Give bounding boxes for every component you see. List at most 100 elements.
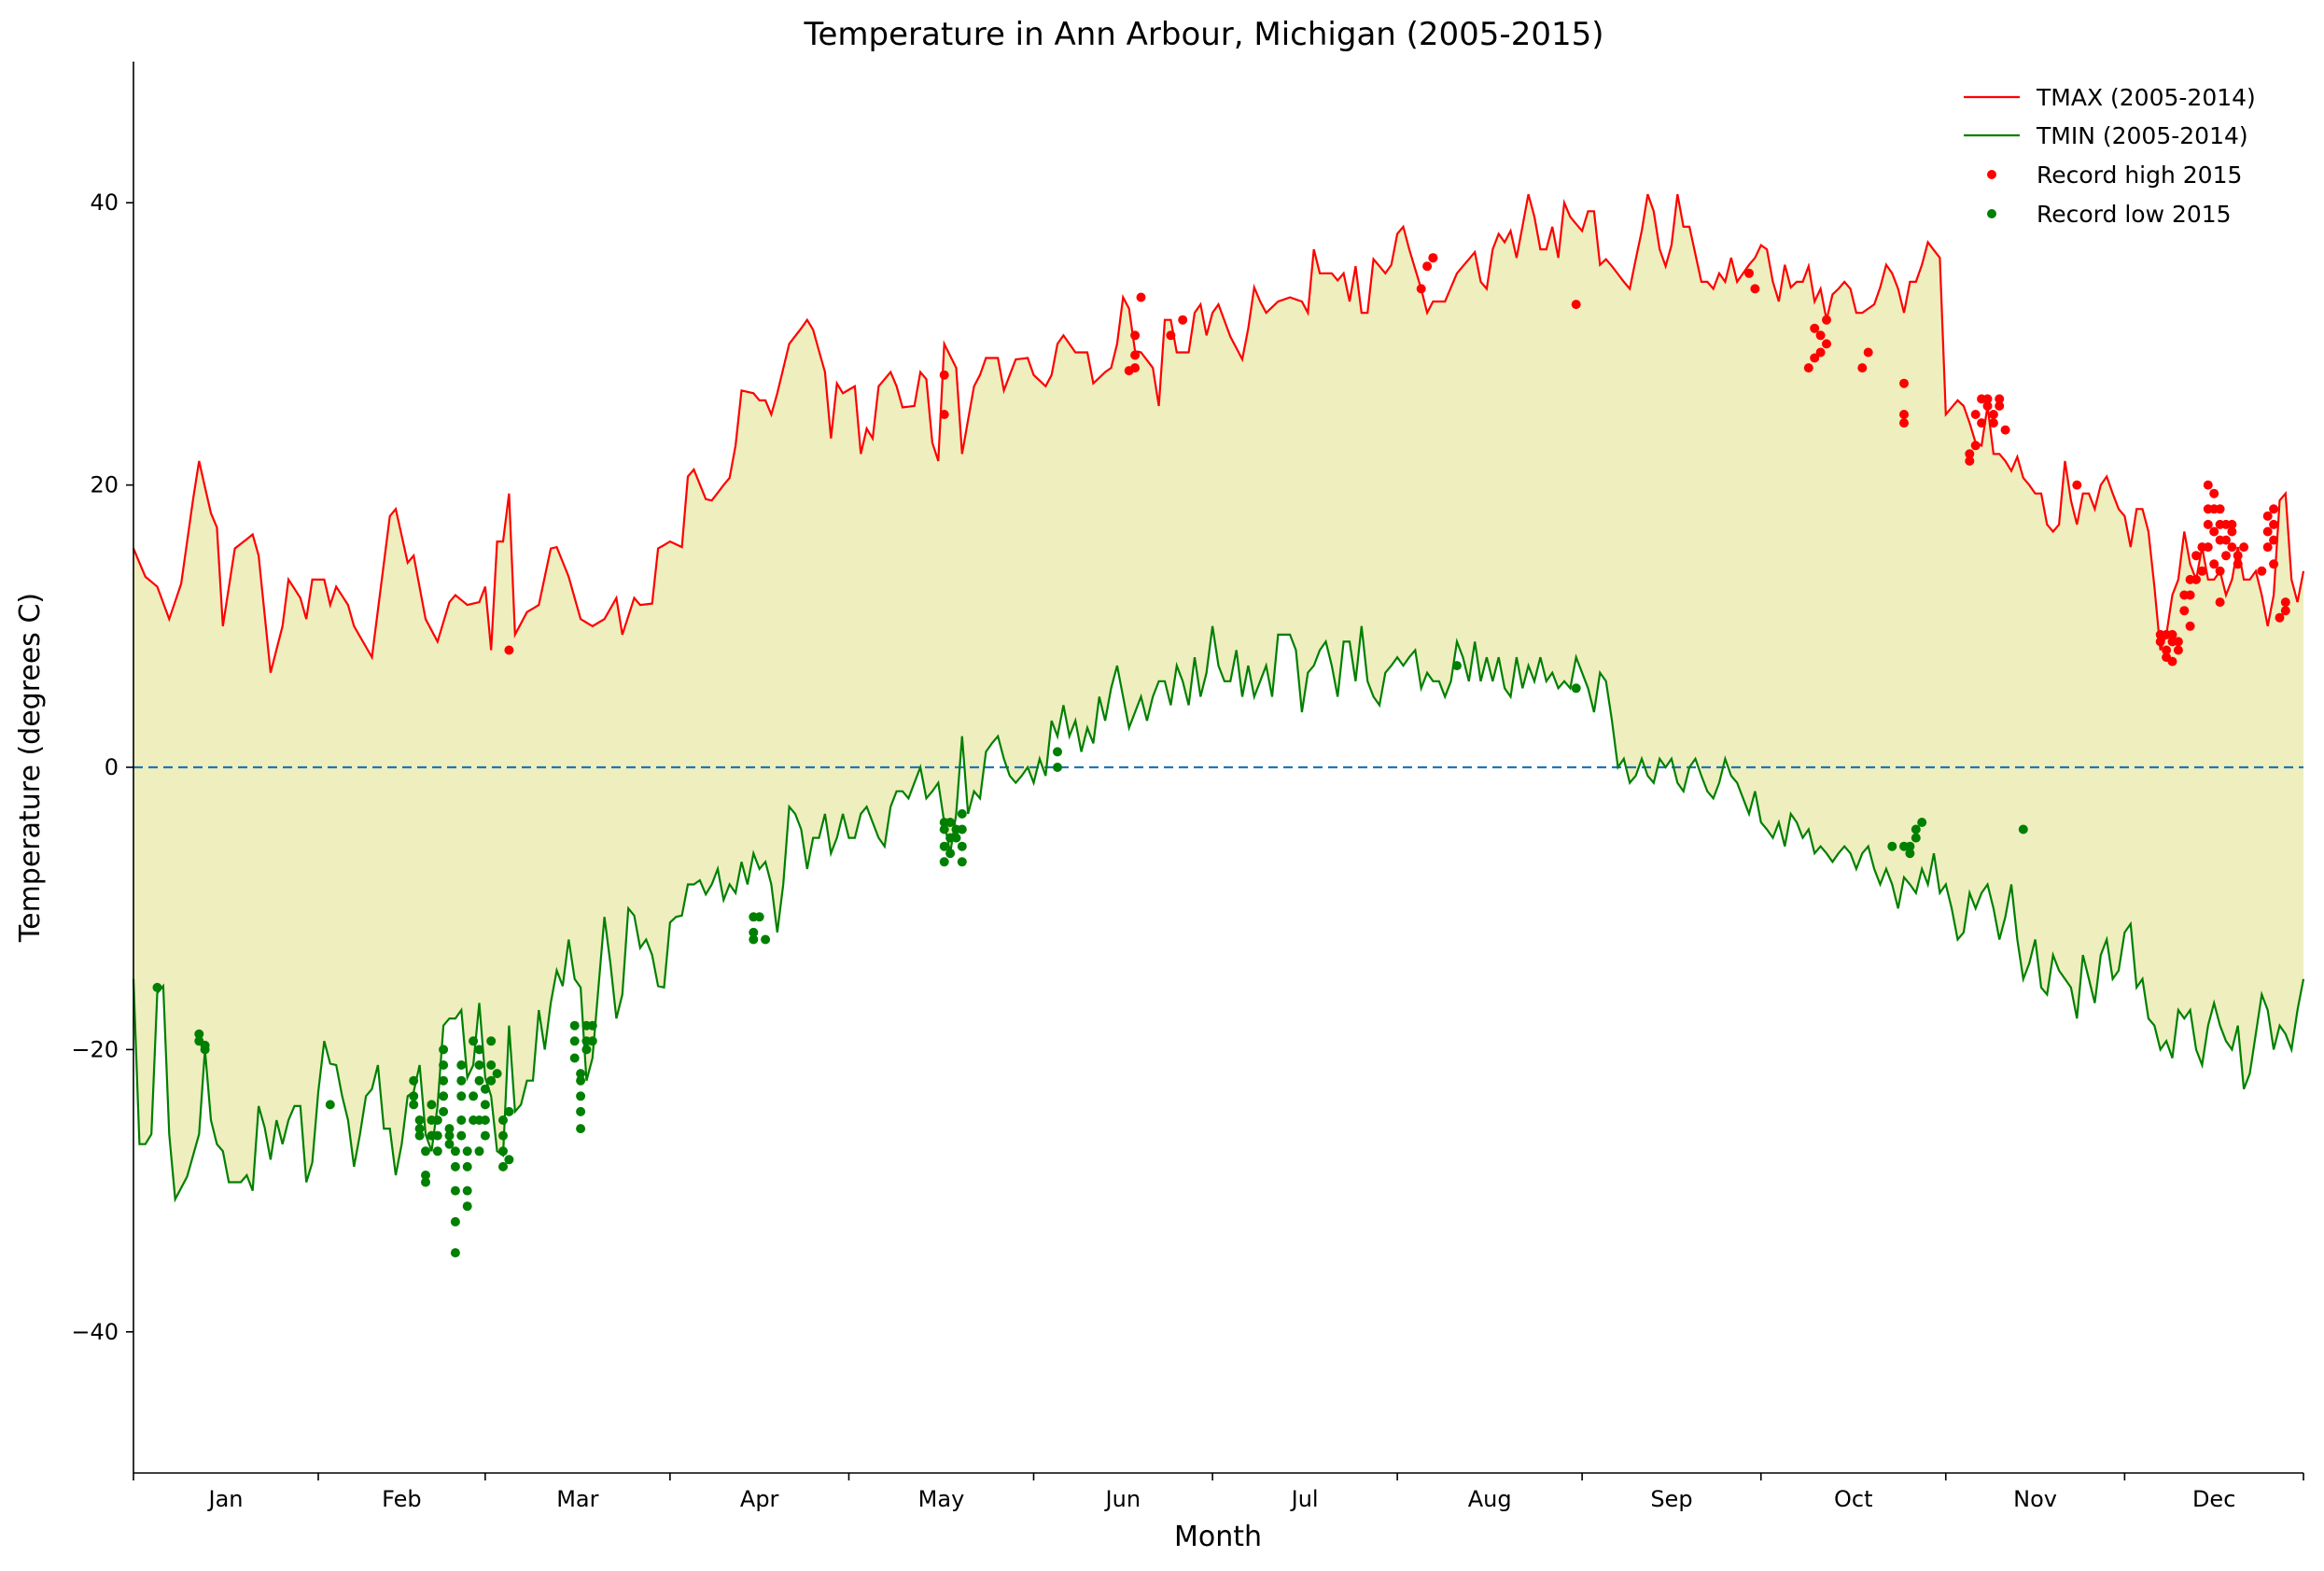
record-low-point [456, 1115, 467, 1125]
legend-record-low-marker [1987, 209, 1996, 218]
record-low-point [587, 1020, 597, 1031]
record-high-point [1130, 350, 1141, 360]
x-ticks [133, 1473, 2304, 1480]
record-low-point [432, 1115, 442, 1125]
record-high-point [2215, 566, 2225, 576]
record-low-point [498, 1146, 508, 1157]
record-low-point [474, 1075, 484, 1086]
record-high-point [2209, 559, 2219, 569]
record-low-point [432, 1146, 442, 1157]
record-low-point [569, 1020, 580, 1031]
month-tick-label: Feb [382, 1486, 422, 1512]
record-high-point [1130, 363, 1141, 373]
record-high-point [1995, 400, 2005, 411]
record-low-point [480, 1115, 490, 1125]
record-low-point [957, 824, 967, 835]
record-high-point [2162, 645, 2172, 655]
record-low-point [450, 1248, 460, 1258]
record-low-point [474, 1146, 484, 1157]
record-high-point [2227, 542, 2237, 553]
record-low-point [480, 1130, 490, 1141]
record-low-point [444, 1130, 455, 1141]
record-low-point [1053, 747, 1062, 757]
record-high-point [2215, 597, 2225, 608]
record-low-point [456, 1075, 467, 1086]
record-low-point [1911, 824, 1921, 835]
record-high-point [1965, 456, 1975, 466]
record-low-point [1571, 683, 1581, 694]
record-low-point [957, 808, 967, 819]
tmax-series-line [132, 193, 2305, 673]
record-low-point [194, 1029, 204, 1039]
record-low-point [504, 1155, 514, 1165]
record-high-point [939, 410, 949, 419]
month-tick-label: Nov [2013, 1486, 2057, 1512]
record-high-point [2203, 542, 2213, 553]
record-high-point [1810, 353, 1820, 363]
record-low-point [200, 1045, 210, 1055]
record-low-point [1917, 818, 1927, 827]
y-tick-label: 0 [105, 754, 119, 780]
record-low-point [421, 1171, 430, 1180]
month-tick-label: Mar [556, 1486, 598, 1512]
record-low-point [569, 1036, 580, 1046]
record-low-point [576, 1124, 586, 1134]
record-high-point [2185, 590, 2195, 600]
month-tick-label: Jan [207, 1486, 244, 1512]
month-tick-label: Aug [1468, 1486, 1512, 1512]
record-low-point [486, 1060, 497, 1070]
record-high-point [1857, 363, 1868, 373]
record-low-point [498, 1130, 508, 1141]
record-high-point [1822, 315, 1831, 325]
record-low-point [569, 1053, 580, 1063]
chart-title: Temperature in Ann Arbour, Michigan (200… [803, 16, 1603, 53]
record-low-point [450, 1216, 460, 1227]
plot-area [132, 193, 2305, 1258]
record-high-point [2227, 526, 2237, 537]
record-high-point [2269, 519, 2279, 529]
legend: TMAX (2005-2014) TMIN (2005-2014) Record… [1964, 84, 2256, 228]
record-low-point [462, 1201, 472, 1212]
record-low-point [444, 1139, 455, 1149]
record-low-point [480, 1084, 490, 1094]
record-high-point [2233, 551, 2243, 561]
record-low-point [576, 1069, 586, 1079]
record-high-point [1899, 418, 1909, 428]
record-high-point [1822, 339, 1831, 349]
record-low-point [576, 1106, 586, 1116]
record-high-point [1166, 330, 1176, 341]
record-high-point [2191, 551, 2201, 561]
record-high-point [1750, 284, 1760, 294]
record-high-point [1977, 418, 1987, 428]
record-high-point [1422, 261, 1433, 272]
record-low-point [587, 1036, 597, 1046]
record-low-point [1905, 849, 1915, 859]
record-high-point [2197, 566, 2207, 576]
month-tick-label: Dec [2192, 1486, 2235, 1512]
record-low-point [325, 1100, 335, 1110]
record-low-point [456, 1130, 467, 1141]
record-high-point [1178, 315, 1188, 325]
record-low-point [450, 1185, 460, 1196]
record-high-point [2173, 645, 2183, 655]
record-high-point [939, 370, 949, 380]
record-low-point [576, 1091, 586, 1101]
record-low-point [945, 818, 956, 827]
record-low-point [469, 1036, 479, 1046]
record-low-point [1452, 661, 1462, 671]
record-high-point [2155, 637, 2165, 647]
record-high-point [504, 645, 514, 655]
record-low-point [439, 1091, 449, 1101]
month-tick-label: Apr [740, 1486, 779, 1512]
record-low-point [939, 841, 949, 851]
y-tick-label: −40 [71, 1319, 119, 1345]
record-low-point [450, 1146, 460, 1157]
y-tick-label: 40 [90, 189, 119, 216]
legend-record-high-label: Record high 2015 [2037, 161, 2242, 189]
record-low-point [1053, 763, 1062, 772]
record-low-point [474, 1060, 484, 1070]
month-tick-label: Jun [1104, 1486, 1141, 1512]
record-high-point [2275, 612, 2285, 623]
month-tick-label: Oct [1834, 1486, 1873, 1512]
